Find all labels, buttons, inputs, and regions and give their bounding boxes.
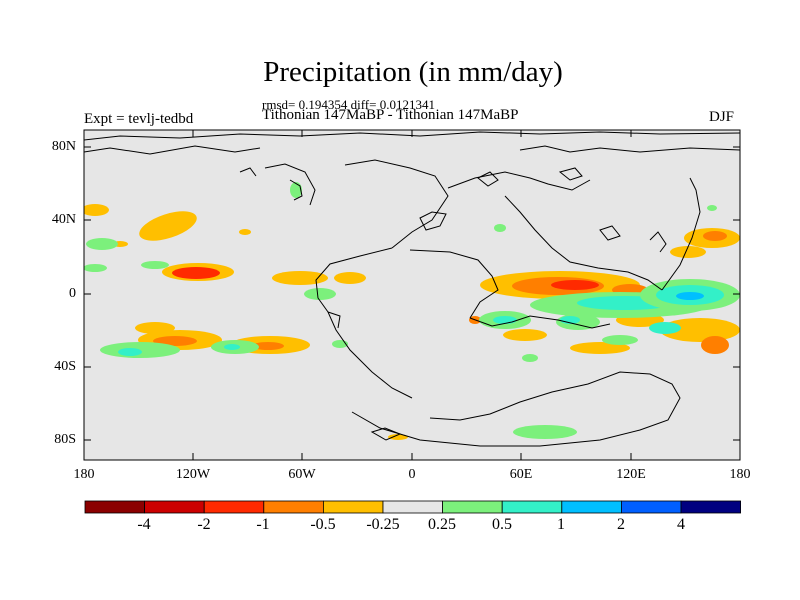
colorbar-swatch (501, 500, 563, 514)
colorbar-swatch (680, 500, 741, 514)
colorbar-label: -4 (137, 516, 151, 533)
coastline (239, 167, 257, 177)
colorbar-label: -1 (256, 516, 270, 533)
anomaly-region (493, 316, 517, 324)
coastline (558, 167, 583, 181)
anomaly-region (551, 280, 599, 290)
anomaly-region (84, 264, 107, 272)
colorbar-swatch (561, 500, 622, 514)
colorbar-swatch (203, 500, 265, 514)
experiment-label: Expt = tevlj-tedbd (84, 111, 194, 127)
anomaly-region (239, 229, 251, 235)
coastline (370, 427, 402, 441)
anomaly-region (701, 336, 729, 354)
anomaly-region (139, 211, 197, 241)
coastline (649, 231, 667, 253)
lon-label: 180 (73, 467, 95, 482)
anomaly-region (172, 267, 220, 279)
lon-label: 180 (729, 467, 751, 482)
anomaly-region (503, 329, 547, 341)
coastline (599, 225, 621, 241)
anomaly-region (141, 261, 169, 269)
coastlines (84, 131, 740, 447)
colorbar-label: 0.5 (492, 516, 512, 533)
colorbar-label: 2 (617, 516, 625, 533)
anomaly-region (388, 434, 408, 440)
coastline (504, 195, 663, 291)
colorbar-swatch (621, 500, 682, 514)
colorbar-label: -0.5 (310, 516, 336, 533)
lat-label: 80S (54, 432, 76, 447)
anomaly-region (602, 335, 638, 345)
coastline (419, 211, 447, 231)
page-title: Precipitation (in mm/day) (263, 56, 563, 88)
lon-label: 60E (509, 467, 533, 482)
anomaly-region (304, 288, 336, 300)
anomaly-fields (84, 182, 740, 440)
anomaly-region (334, 272, 366, 284)
subtitle: Tithonian 147MaBP - Tithonian 147MaBP (262, 107, 519, 123)
anomaly-region (252, 342, 284, 350)
coastline (447, 171, 591, 191)
colorbar-label: -2 (197, 516, 211, 533)
colorbar-swatch (84, 500, 145, 514)
anomaly-region (272, 271, 328, 285)
anomaly-region (118, 348, 142, 356)
stats-line: rmsd= 0.194354 diff= 0.0121341 (262, 97, 435, 112)
anomaly-region (86, 238, 118, 250)
colorbar-label: 0.25 (428, 516, 456, 533)
coastline (264, 163, 316, 206)
colorbar-label: -0.25 (366, 516, 400, 533)
coastline (327, 311, 341, 329)
anomaly-region (153, 336, 197, 346)
colorbar (84, 500, 741, 514)
lat-label: 40S (54, 359, 76, 374)
anomaly-region (660, 318, 740, 342)
anomaly-region (649, 322, 681, 334)
lat-label: 80N (51, 139, 76, 154)
coastline (469, 315, 611, 329)
coastline (289, 179, 303, 201)
coastline (344, 159, 449, 249)
anomaly-region (522, 354, 538, 362)
anomaly-region (494, 224, 506, 232)
coastline (661, 177, 701, 291)
anomaly-region (670, 246, 706, 258)
axis-ticks (84, 130, 740, 460)
lon-label: 0 (408, 467, 416, 482)
season-label: DJF (709, 109, 735, 125)
colorbar-swatch (382, 500, 443, 514)
anomaly-region (290, 182, 302, 198)
anomaly-region (135, 322, 175, 334)
colorbar-label: 1 (557, 516, 565, 533)
coastline (409, 249, 499, 319)
anomaly-region (224, 344, 240, 350)
anomaly-region (84, 204, 109, 216)
lon-label: 60W (288, 467, 316, 482)
anomaly-region (703, 231, 727, 241)
lat-label: 40N (51, 212, 76, 227)
colorbar-swatch (263, 500, 324, 514)
anomaly-region (513, 425, 577, 439)
lon-label: 120E (616, 467, 646, 482)
colorbar-swatch (144, 500, 205, 514)
colorbar-swatch (322, 500, 384, 514)
colorbar-label: 4 (677, 516, 685, 533)
coastline (84, 145, 261, 155)
coastline (351, 371, 681, 447)
coastline (519, 145, 740, 153)
anomaly-region (676, 292, 704, 300)
anomaly-region (707, 205, 717, 211)
colorbar-swatch (442, 500, 503, 514)
lon-label: 120W (175, 467, 211, 482)
coastline (477, 171, 499, 187)
coastline (84, 131, 740, 141)
lat-label: 0 (69, 286, 76, 301)
anomaly-region (570, 342, 630, 354)
